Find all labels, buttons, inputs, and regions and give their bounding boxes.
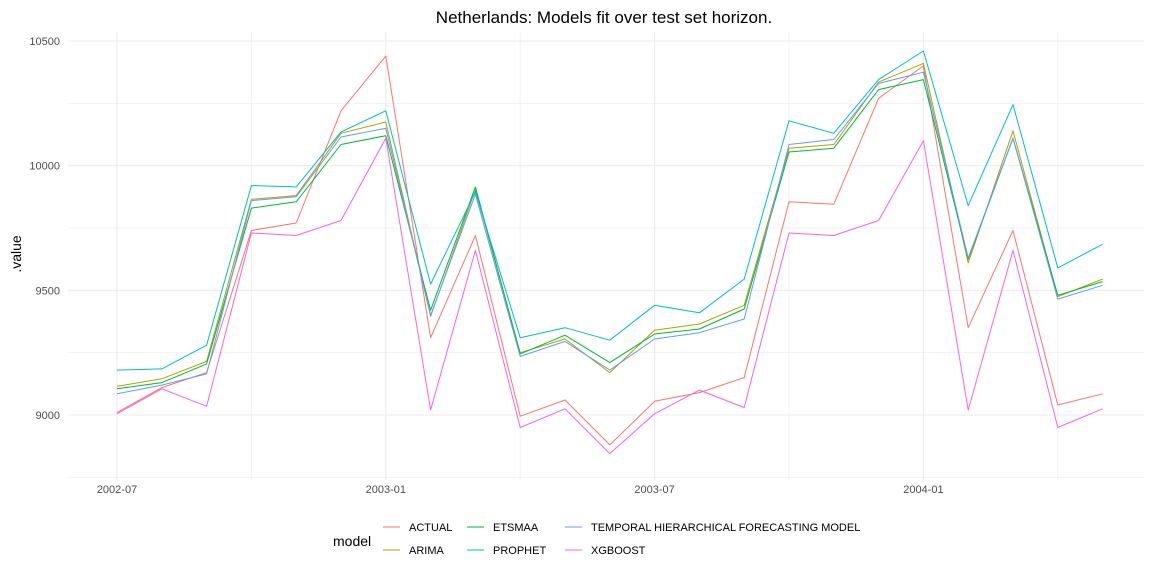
- series-line-actual: [116, 55, 1103, 446]
- y-tick-label: 10500: [29, 36, 60, 48]
- legend-items: ACTUAL ARIMA ETSMAA PROPHET TEMPORAL HIERARC…: [383, 522, 860, 557]
- y-axis-label: .value: [8, 235, 24, 273]
- x-tick-label: 2002-07: [97, 484, 137, 496]
- legend: model ACTUAL ARIMA ETSMAA PROPHET TEMPORAL H…: [333, 522, 860, 557]
- x-tick-label: 2003-01: [366, 484, 406, 496]
- y-tick-label: 9000: [36, 410, 60, 422]
- legend-label: ETSMAA: [493, 522, 539, 534]
- series-lines: [116, 50, 1103, 455]
- minor-gridlines: [68, 32, 1144, 480]
- legend-label: PROPHET: [493, 545, 546, 557]
- series-line-temporal-hierarchical-forecasting-model: [116, 71, 1103, 395]
- series-line-arima: [116, 62, 1103, 387]
- y-axis-tick-labels: 9000 9500 10000 10500: [29, 36, 60, 422]
- x-axis-tick-labels: 2002-07 2003-01 2003-07 2004-01: [97, 484, 944, 496]
- x-tick-label: 2003-07: [634, 484, 674, 496]
- legend-label: ARIMA: [409, 545, 445, 557]
- legend-title: model: [333, 533, 371, 549]
- series-line-xgboost: [116, 137, 1103, 455]
- legend-label: XGBOOST: [591, 545, 646, 557]
- major-gridlines: [68, 32, 1144, 480]
- legend-label: ACTUAL: [409, 522, 452, 534]
- x-tick-label: 2004-01: [903, 484, 943, 496]
- legend-label: TEMPORAL HIERARCHICAL FORECASTING MODEL: [591, 522, 860, 534]
- y-tick-label: 9500: [36, 285, 60, 297]
- series-line-prophet: [116, 50, 1103, 371]
- y-tick-label: 10000: [29, 161, 60, 173]
- chart-title: Netherlands: Models fit over test set ho…: [436, 8, 772, 27]
- series-line-etsmaa: [116, 79, 1103, 390]
